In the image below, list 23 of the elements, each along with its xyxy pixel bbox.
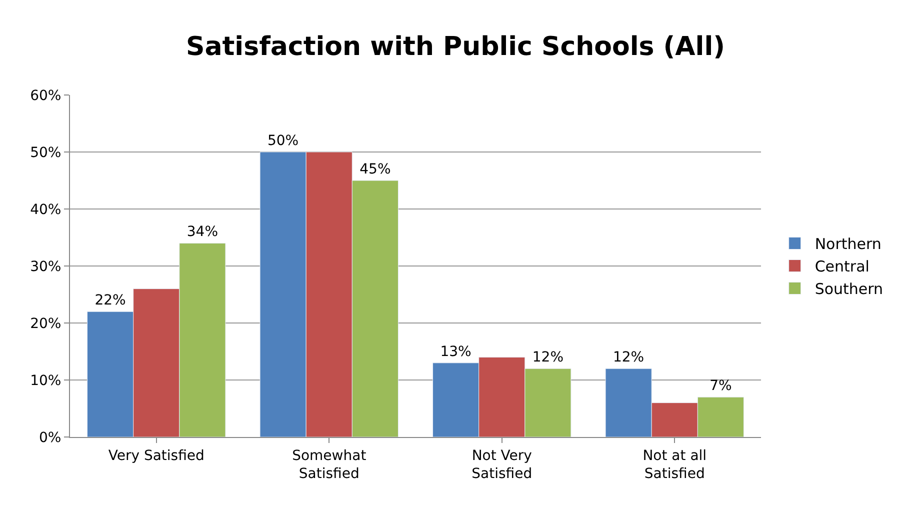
data-label: 45% — [360, 162, 391, 178]
legend-label: Southern — [814, 280, 884, 298]
y-tick-label: 50% — [30, 144, 62, 161]
x-tick-label: Somewhat Satisfied — [292, 448, 367, 482]
data-label: 13% — [440, 344, 472, 360]
x-tick-label: Very Satisfied — [108, 448, 204, 464]
data-label: 12% — [612, 350, 644, 366]
chart-title: Satisfaction with Public Schools (All) — [186, 32, 726, 62]
x-tick-label: Not at all Satisfied — [642, 448, 707, 482]
y-tick-label: 10% — [30, 372, 62, 389]
data-label: 22% — [94, 292, 126, 309]
data-label: 50% — [267, 133, 299, 149]
y-tick-label: 0% — [38, 430, 62, 446]
y-tick-label: 40% — [30, 202, 62, 218]
y-tick-label: 20% — [30, 316, 62, 332]
data-label: 34% — [186, 224, 218, 240]
x-tick-label: Not Very Satisfied — [472, 448, 532, 482]
y-tick-label: 60% — [30, 88, 62, 104]
legend-label: Central — [814, 258, 870, 276]
data-label: 12% — [532, 350, 564, 366]
data-label: 7% — [710, 378, 732, 394]
legend-label: Northern — [814, 235, 882, 254]
y-tick-label: 30% — [30, 258, 62, 275]
